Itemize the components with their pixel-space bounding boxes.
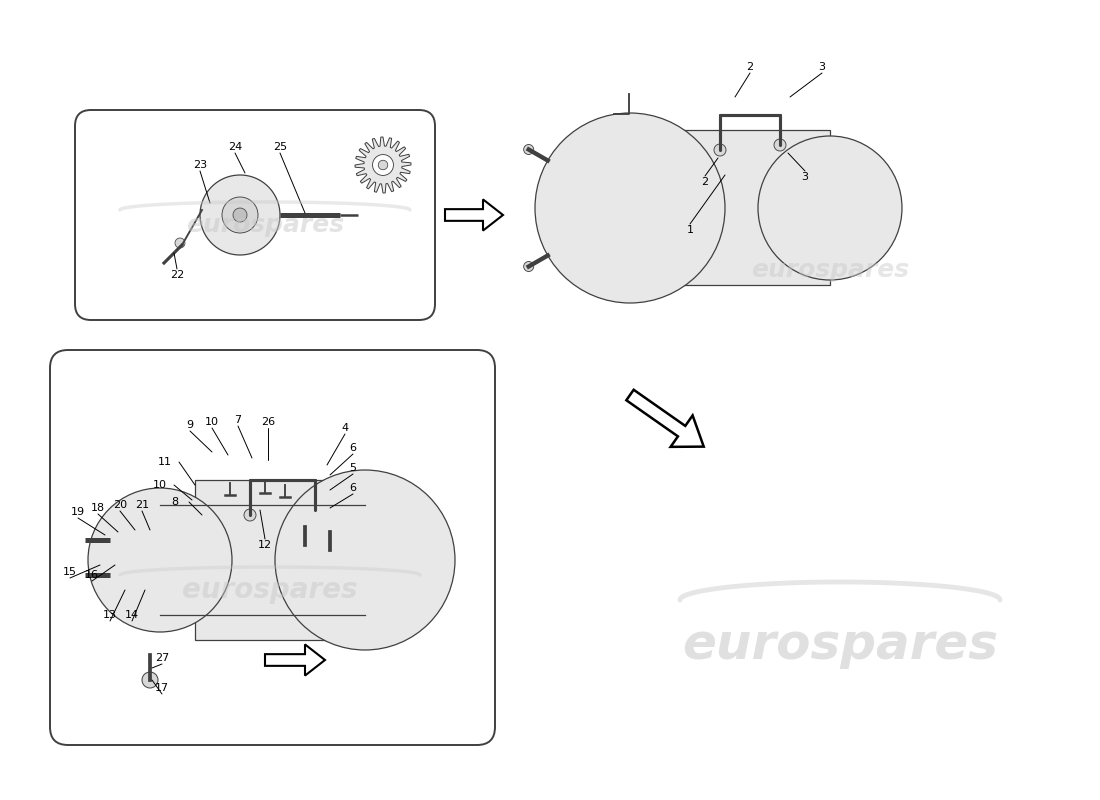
Circle shape	[535, 113, 725, 303]
Text: 14: 14	[125, 610, 139, 620]
Circle shape	[693, 155, 701, 163]
Circle shape	[112, 600, 120, 608]
Circle shape	[524, 145, 534, 154]
Circle shape	[200, 512, 208, 520]
Text: eurospares: eurospares	[186, 213, 344, 237]
Circle shape	[559, 253, 566, 261]
Circle shape	[839, 266, 846, 272]
Circle shape	[373, 154, 394, 175]
Circle shape	[440, 544, 448, 552]
Text: 3: 3	[802, 172, 808, 182]
Circle shape	[758, 136, 902, 280]
Circle shape	[282, 568, 290, 576]
Circle shape	[218, 556, 226, 564]
Text: eurospares: eurospares	[751, 258, 909, 282]
Circle shape	[222, 197, 258, 233]
Circle shape	[397, 627, 405, 635]
Text: 16: 16	[85, 570, 99, 580]
Text: eurospares: eurospares	[183, 576, 358, 604]
Text: 7: 7	[234, 415, 242, 425]
Text: 26: 26	[261, 417, 275, 427]
Circle shape	[710, 204, 717, 212]
Text: 19: 19	[70, 507, 85, 517]
Text: 27: 27	[155, 653, 169, 663]
Circle shape	[774, 170, 782, 178]
Circle shape	[324, 525, 336, 535]
Text: 20: 20	[113, 500, 128, 510]
Circle shape	[888, 192, 894, 199]
Circle shape	[714, 144, 726, 156]
Circle shape	[326, 485, 333, 493]
Circle shape	[432, 593, 440, 601]
Circle shape	[693, 253, 701, 261]
Circle shape	[200, 600, 208, 608]
Circle shape	[766, 217, 772, 224]
Circle shape	[244, 509, 256, 521]
Circle shape	[348, 635, 356, 643]
Text: 23: 23	[192, 160, 207, 170]
Text: 15: 15	[63, 567, 77, 577]
Circle shape	[524, 262, 534, 271]
Circle shape	[601, 125, 608, 133]
Text: 6: 6	[350, 483, 356, 493]
Circle shape	[175, 238, 185, 248]
Circle shape	[309, 504, 321, 516]
Circle shape	[543, 204, 551, 212]
Text: 11: 11	[158, 457, 172, 467]
Circle shape	[601, 283, 608, 291]
Text: 25: 25	[273, 142, 287, 152]
Polygon shape	[265, 645, 324, 675]
Text: 1: 1	[686, 225, 693, 235]
Circle shape	[200, 175, 280, 255]
Polygon shape	[446, 199, 503, 230]
Circle shape	[792, 256, 800, 263]
Circle shape	[106, 536, 113, 544]
Text: 6: 6	[350, 443, 356, 453]
Circle shape	[861, 153, 868, 160]
Circle shape	[142, 672, 158, 688]
Circle shape	[106, 571, 113, 579]
Circle shape	[878, 238, 886, 246]
Polygon shape	[355, 137, 411, 193]
Text: 4: 4	[341, 423, 349, 433]
Text: 5: 5	[350, 463, 356, 473]
Text: 21: 21	[135, 500, 150, 510]
Text: 3: 3	[818, 62, 825, 72]
Circle shape	[774, 139, 786, 151]
Text: 22: 22	[169, 270, 184, 280]
Circle shape	[94, 556, 102, 564]
Circle shape	[156, 494, 164, 502]
Circle shape	[559, 155, 566, 163]
Circle shape	[112, 512, 120, 520]
Polygon shape	[626, 390, 704, 447]
Text: 18: 18	[91, 503, 106, 513]
Circle shape	[290, 519, 298, 527]
Circle shape	[651, 283, 660, 291]
Circle shape	[300, 520, 310, 530]
Circle shape	[378, 160, 387, 170]
Text: 24: 24	[228, 142, 242, 152]
Text: 10: 10	[153, 480, 167, 490]
Circle shape	[304, 612, 312, 620]
Bar	[195, 480, 395, 640]
Text: 9: 9	[186, 420, 194, 430]
Text: 8: 8	[172, 497, 178, 507]
Circle shape	[814, 144, 822, 150]
Text: eurospares: eurospares	[682, 621, 998, 669]
Text: 2: 2	[747, 62, 754, 72]
Circle shape	[275, 470, 455, 650]
Circle shape	[374, 477, 382, 485]
Text: 2: 2	[702, 177, 708, 187]
Text: 12: 12	[257, 540, 272, 550]
Text: 17: 17	[155, 683, 169, 693]
Circle shape	[156, 618, 164, 626]
Circle shape	[233, 208, 248, 222]
Circle shape	[651, 125, 660, 133]
Circle shape	[88, 488, 232, 632]
Text: 10: 10	[205, 417, 219, 427]
Circle shape	[418, 500, 426, 508]
Text: 13: 13	[103, 610, 117, 620]
Bar	[630, 130, 830, 285]
